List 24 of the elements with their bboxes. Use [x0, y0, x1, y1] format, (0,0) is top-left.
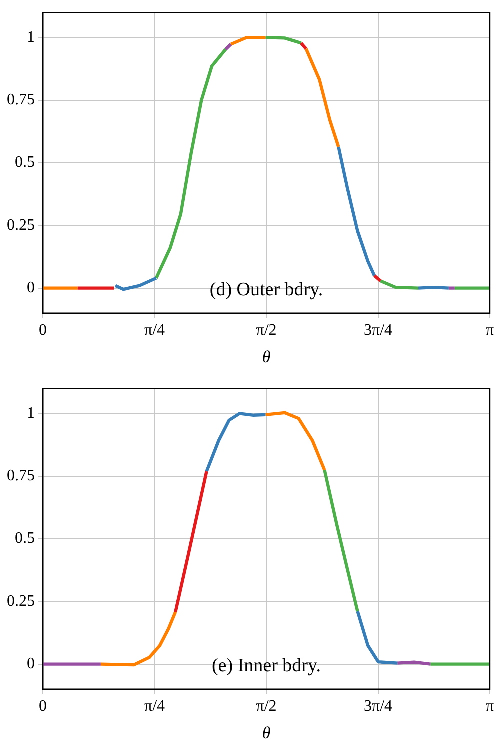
- y-tick-label: 1: [27, 28, 35, 46]
- y-tick-label: 0.5: [15, 154, 35, 172]
- x-tick-label: 0: [39, 698, 47, 716]
- x-tick-label: 3π/4: [364, 322, 393, 340]
- x-tick-label: π: [486, 322, 494, 340]
- x-tick-label: π/4: [144, 322, 166, 340]
- y-tick-label: 0.75: [7, 468, 35, 485]
- y-tick-label: 0.75: [7, 92, 35, 109]
- x-tick-label: 3π/4: [364, 698, 393, 716]
- x-axis-title: θ: [262, 347, 271, 366]
- x-tick-label: π/4: [144, 698, 166, 716]
- y-tick-label: 0: [27, 656, 35, 673]
- annotation: (e) Inner bdry.: [212, 655, 322, 676]
- x-tick-label: π/2: [256, 322, 277, 340]
- y-tick-label: 0.25: [7, 592, 35, 610]
- x-tick-label: 0: [39, 322, 47, 340]
- y-tick-label: 0: [27, 280, 35, 297]
- annotation: (d) Outer bdry.: [210, 279, 324, 300]
- y-tick-label: 0.5: [15, 530, 35, 548]
- y-tick-label: 1: [27, 404, 35, 422]
- y-tick-label: 0.25: [7, 216, 35, 234]
- x-tick-label: π/2: [256, 698, 277, 716]
- x-axis-title: θ: [262, 723, 271, 742]
- x-tick-label: π: [486, 698, 494, 716]
